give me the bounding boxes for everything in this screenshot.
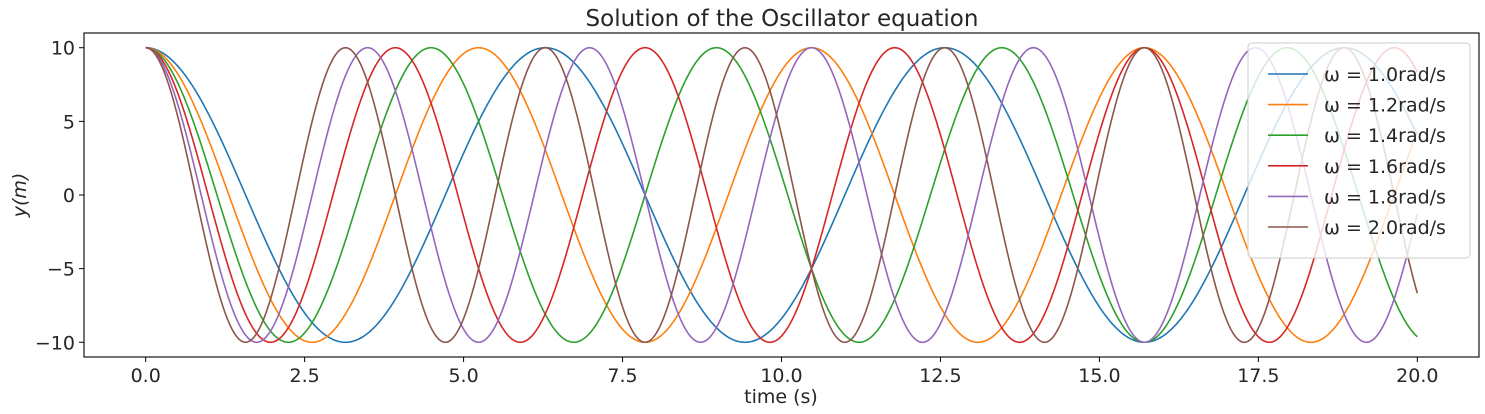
x-tick-label: 2.5 — [290, 365, 320, 387]
y-axis-ticks: −10 −5 0 5 10 — [35, 38, 84, 354]
x-tick-label: 0.0 — [131, 365, 161, 387]
series-line-4 — [145, 46, 1419, 344]
legend-label: ω = 1.4rad/s — [1324, 125, 1446, 147]
legend-label: ω = 1.8rad/s — [1324, 186, 1446, 208]
x-tick-label: 17.5 — [1237, 365, 1279, 387]
x-axis-ticks: 0.0 2.5 5.0 7.5 10.0 12.5 15.0 17.5 20.0 — [131, 357, 1438, 387]
series-line-3 — [145, 46, 1418, 344]
y-tick-label: −5 — [47, 259, 75, 281]
series-line-6 — [145, 46, 1419, 344]
legend-label: ω = 1.2rad/s — [1324, 95, 1446, 117]
legend-box — [1247, 42, 1471, 259]
chart-title: Solution of the Oscillator equation — [586, 6, 979, 32]
series-line-5 — [145, 46, 1419, 344]
y-tick-label: 5 — [63, 111, 75, 133]
x-tick-label: 10.0 — [760, 365, 802, 387]
y-tick-label: 0 — [63, 185, 75, 207]
legend-label: ω = 1.6rad/s — [1324, 156, 1446, 178]
series-line-1 — [145, 46, 1419, 344]
x-tick-label: 5.0 — [448, 365, 478, 387]
legend-label: ω = 1.0rad/s — [1324, 64, 1446, 86]
x-tick-label: 7.5 — [607, 365, 637, 387]
x-tick-label: 15.0 — [1078, 365, 1120, 387]
x-axis-label: time (s) — [744, 386, 818, 408]
y-axis-label: y(m) — [9, 173, 31, 219]
series-layer — [145, 46, 1419, 344]
legend: ω = 1.0rad/s ω = 1.2rad/s ω = 1.4rad/s ω = … — [1247, 42, 1471, 259]
legend-label: ω = 2.0rad/s — [1324, 217, 1446, 239]
y-tick-label: 10 — [51, 38, 75, 60]
x-tick-label: 12.5 — [919, 365, 961, 387]
series-line-2 — [145, 46, 1419, 344]
x-tick-label: 20.0 — [1396, 365, 1438, 387]
y-tick-label: −10 — [35, 332, 75, 354]
